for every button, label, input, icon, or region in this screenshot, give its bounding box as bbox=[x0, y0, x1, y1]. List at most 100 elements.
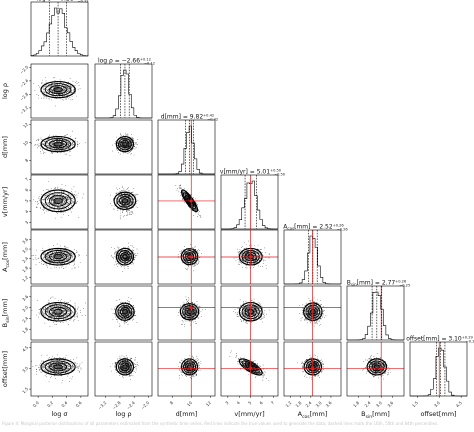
panel-frame bbox=[283, 285, 342, 341]
panel-acos-mm-vs-d-mm bbox=[157, 229, 216, 285]
panel-frame bbox=[30, 174, 89, 230]
contour-level-3 bbox=[44, 137, 72, 151]
truth-marker bbox=[189, 199, 193, 203]
contour-level-4 bbox=[115, 247, 135, 266]
contour-level-4 bbox=[179, 303, 200, 321]
contour-level-3 bbox=[118, 360, 132, 374]
title-d-mm: d[mm] = 9.82+0.42 −0.42 bbox=[161, 113, 218, 121]
panel-frame bbox=[94, 285, 153, 341]
panel-frame bbox=[157, 174, 216, 230]
panel-frame bbox=[346, 285, 405, 341]
x-tick-label: 1.2 bbox=[284, 400, 292, 408]
panel-bsin-mm-vs-acos-mm bbox=[283, 285, 342, 341]
panel-frame bbox=[283, 341, 342, 397]
y-tick-label: 12 bbox=[22, 121, 29, 128]
contour-level-4 bbox=[40, 301, 76, 322]
panel-offset-mm-vs-bsin-mm: 1.8 2.4 3.0 3.6 bbox=[346, 341, 405, 408]
x-axis-label-log: log σ bbox=[51, 410, 67, 418]
contour-level-2 bbox=[49, 85, 68, 95]
contour-core bbox=[53, 254, 63, 259]
contour-level-3 bbox=[118, 137, 132, 151]
y-tick-label: 2.4 bbox=[21, 315, 29, 323]
y-axis-label-d-mm: d[mm] bbox=[1, 136, 9, 158]
contour-level-2 bbox=[49, 139, 68, 149]
x-tick-label: 3.0 bbox=[433, 400, 441, 408]
contour-level-4 bbox=[40, 247, 76, 266]
panel-frame bbox=[220, 341, 279, 397]
contour-level-4 bbox=[115, 302, 135, 321]
x-tick-label: 7 bbox=[270, 400, 276, 406]
panel-frame bbox=[94, 63, 153, 119]
x-tick-label: 0.2 bbox=[46, 400, 54, 408]
panel-offset-mm-vs-d-mm: 8 10 12 bbox=[157, 341, 216, 407]
contour-level-2 bbox=[49, 306, 68, 317]
contour-level-2 bbox=[371, 362, 383, 372]
panel-frame bbox=[94, 119, 153, 175]
truth-marker bbox=[189, 367, 193, 370]
x-tick-label: 6 bbox=[258, 400, 264, 406]
x-axis-label-log: log ρ bbox=[115, 410, 131, 418]
panel-frame bbox=[220, 174, 279, 230]
contour-level-4 bbox=[115, 135, 135, 153]
y-tick-label: 1.2 bbox=[21, 275, 29, 283]
panel-d-mm-vs-log: 8 10 12 bbox=[22, 119, 89, 175]
title-log: log ρ = −2.66+0.12 −0.12 bbox=[98, 57, 155, 65]
contour-level-3 bbox=[44, 83, 72, 97]
histogram-log bbox=[95, 69, 152, 119]
y-tick-label: −3.2 bbox=[19, 105, 30, 116]
contour-level-1 bbox=[122, 309, 128, 315]
panel-acos-mm-vs-acos-mm: Acos[mm] = 2.52+0.26 −0.26 bbox=[283, 223, 348, 285]
contour-level-4 bbox=[115, 358, 135, 376]
contour-level-1 bbox=[122, 364, 128, 370]
panel-log-vs-log: log σ = 0.28+0.12−0.12 bbox=[30, 0, 89, 57]
truth-marker bbox=[249, 306, 252, 309]
panel-frame bbox=[157, 229, 216, 285]
contour-level-1 bbox=[122, 254, 128, 260]
contour-level-2 bbox=[120, 139, 130, 149]
contour-level-4 bbox=[40, 80, 76, 99]
x-tick-label: 3.0 bbox=[315, 400, 323, 408]
truth-marker bbox=[249, 367, 252, 370]
contour-level-3 bbox=[44, 304, 72, 320]
contour-core bbox=[53, 364, 63, 369]
panel-bsin-mm-vs-bsin-mm: Bsin[mm] = 2.77+0.26 −0.25 bbox=[346, 279, 410, 341]
contour-level-4 bbox=[180, 189, 199, 213]
contour-level-2 bbox=[119, 307, 130, 317]
contour-core bbox=[122, 142, 128, 147]
truth-marker bbox=[311, 306, 314, 309]
x-tick-label: 4 bbox=[236, 400, 242, 406]
contour-core bbox=[122, 309, 128, 314]
contour-level-4 bbox=[366, 358, 388, 376]
x-tick-label: 3.6 bbox=[325, 400, 333, 408]
corner-plot: log σ = 0.28+0.12−0.12−3.2−2.8−2.4−2.0lo… bbox=[1, 0, 474, 420]
panel-bsin-mm-vs-log: 1.8 2.4 3.0 3.6 bbox=[21, 285, 89, 341]
truth-marker bbox=[379, 367, 383, 370]
x-tick-label: 0.6 bbox=[75, 400, 83, 408]
y-tick-label: 8 bbox=[24, 157, 30, 163]
panel-frame bbox=[30, 285, 89, 341]
y-axis-label-offset-mm: offset[mm] bbox=[1, 351, 9, 387]
x-tick-label: −2.0 bbox=[140, 400, 151, 411]
x-axis-label-acos-mm: Acos[mm] bbox=[298, 410, 328, 420]
histogram-log bbox=[30, 7, 89, 57]
y-tick-label: 3.0 bbox=[21, 304, 29, 312]
contour-level-1 bbox=[53, 141, 63, 147]
truth-marker bbox=[311, 367, 314, 370]
contour-level-2 bbox=[119, 196, 131, 206]
y-axis-label-acos-mm: Acos[mm] bbox=[1, 242, 11, 272]
y-axis-label-log: log ρ bbox=[1, 83, 9, 99]
contour-level-4 bbox=[40, 135, 76, 153]
panel-log-vs-log: log ρ = −2.66+0.12 −0.12 bbox=[94, 57, 155, 119]
y-tick-label: 5 bbox=[24, 198, 30, 204]
y-tick-label: 3.6 bbox=[21, 236, 29, 244]
y-tick-label: 1.5 bbox=[21, 386, 29, 394]
x-tick-label: 3.0 bbox=[375, 400, 383, 408]
panel-v-mm-yr-vs-log bbox=[94, 174, 153, 230]
y-tick-label: 3.0 bbox=[21, 246, 29, 254]
panel-offset-mm-vs-acos-mm: 1.2 1.8 2.4 3.0 3.6 bbox=[283, 341, 342, 408]
contour-core bbox=[53, 142, 63, 147]
contour-level-4 bbox=[40, 189, 76, 213]
panel-frame bbox=[283, 229, 342, 285]
contour-level-3 bbox=[183, 192, 196, 210]
